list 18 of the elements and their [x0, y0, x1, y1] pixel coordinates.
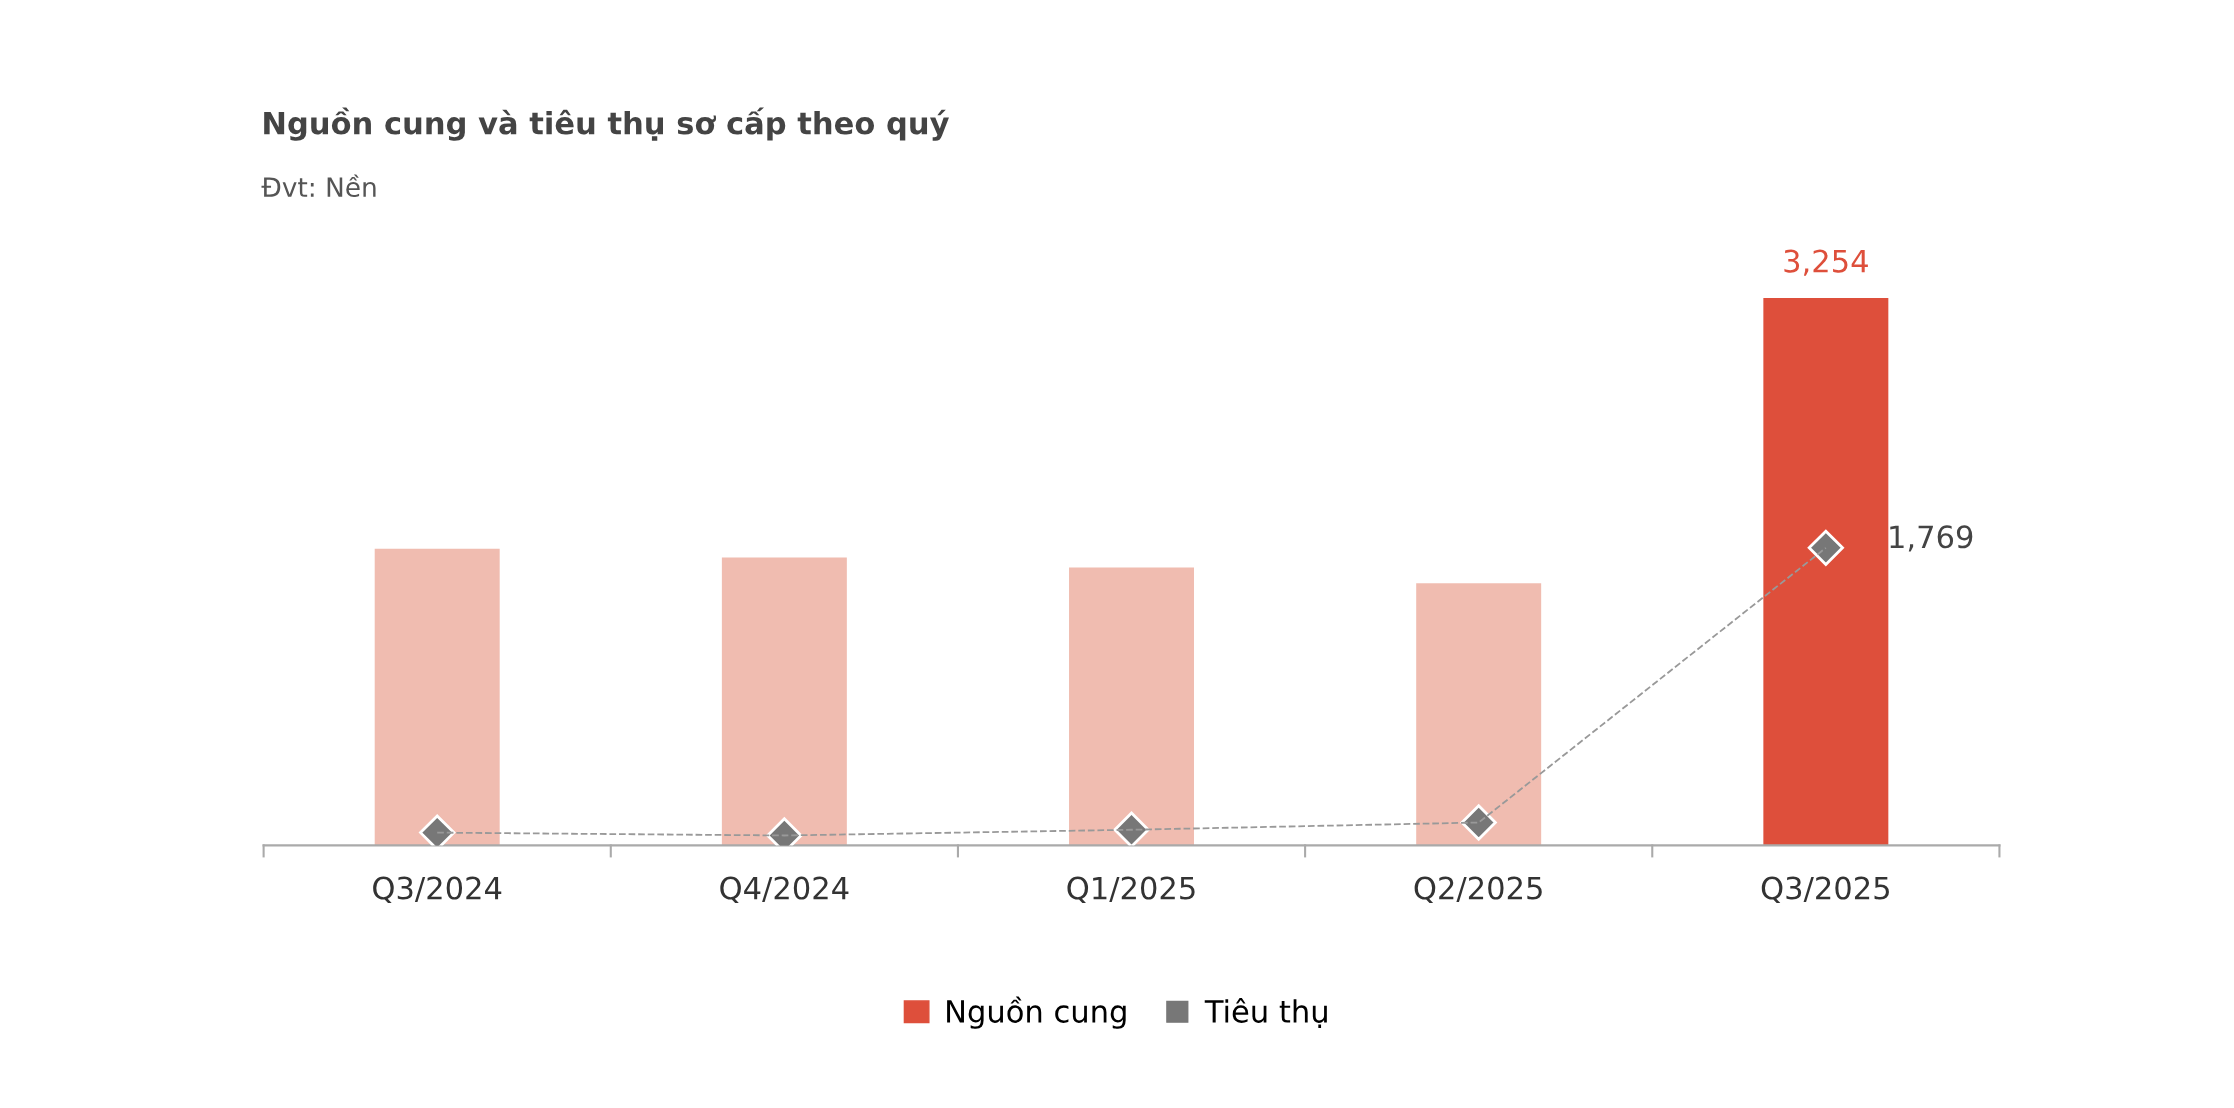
chart-title: Nguồn cung và tiêu thụ sơ cấp theo quý [264, 107, 949, 141]
bar [721, 557, 847, 846]
legend-label: Nguồn cung [947, 996, 1126, 1029]
data-label: 3,254 [1784, 249, 1868, 276]
x-tick-label: Q1/2025 [1067, 876, 1195, 904]
point [1807, 529, 1844, 566]
bar [1763, 298, 1889, 846]
point [1113, 811, 1150, 846]
x-tick-label: Q3/2025 [1761, 876, 1889, 904]
bar [1069, 567, 1195, 846]
x-tick-label: Q4/2024 [720, 876, 849, 904]
bar [374, 548, 500, 846]
chart-subtitle: Đvt: Nền [261, 174, 376, 198]
bar [1416, 583, 1542, 846]
x-tick-label: Q3/2024 [373, 876, 502, 904]
legend-label: Tiêu thụ [1204, 998, 1327, 1029]
data-label: 1,769 [1890, 525, 1973, 552]
x-tick-label: Q2/2025 [1414, 876, 1542, 904]
